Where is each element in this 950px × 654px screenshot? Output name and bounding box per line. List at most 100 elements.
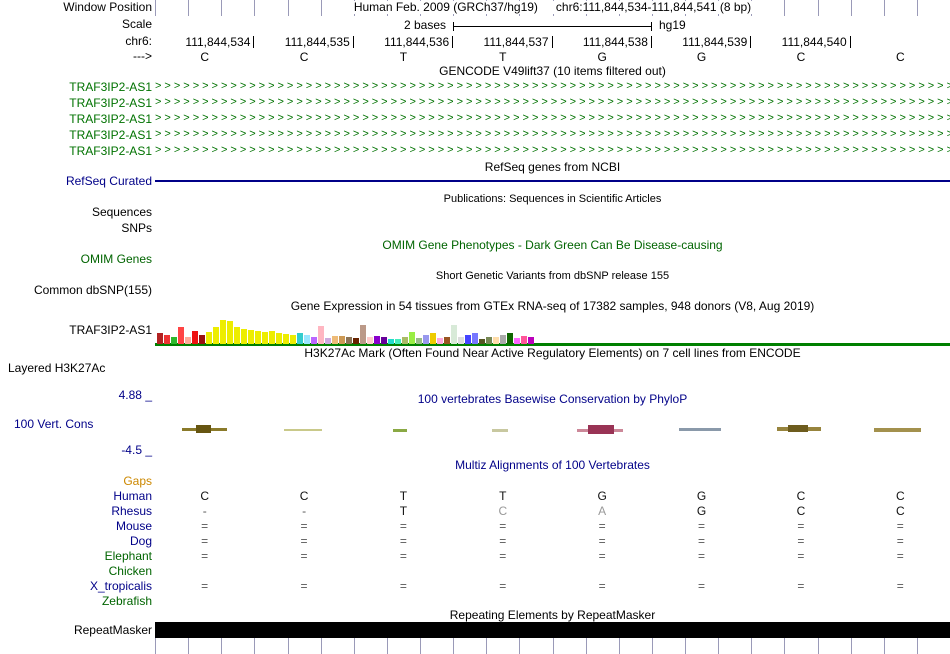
gtex-bar[interactable] <box>451 325 457 344</box>
gtex-bar[interactable] <box>507 333 513 344</box>
gtex-bar[interactable] <box>248 330 254 344</box>
multiz-base-cell: = <box>797 519 805 533</box>
gtex-bar[interactable] <box>325 338 331 344</box>
gtex-bar[interactable] <box>185 337 191 344</box>
gtex-bar[interactable] <box>164 335 170 344</box>
gtex-bar[interactable] <box>283 334 289 344</box>
multiz-species-label[interactable]: X_tropicalis <box>89 579 152 593</box>
track-label-sequences[interactable]: Sequences <box>91 205 152 219</box>
gtex-bar[interactable] <box>465 335 471 344</box>
track-label-omim-genes[interactable]: OMIM Genes <box>80 252 152 266</box>
track-label-refseq-curated[interactable]: RefSeq Curated <box>65 174 152 188</box>
gtex-bar[interactable] <box>458 337 464 344</box>
gtex-bar[interactable] <box>514 338 520 344</box>
guideline-tick <box>354 638 355 654</box>
multiz-base-cell: A <box>598 504 607 518</box>
phylop-mark[interactable] <box>874 428 921 432</box>
gtex-bar[interactable] <box>479 339 485 344</box>
gtex-bar[interactable] <box>157 333 163 344</box>
gtex-bar[interactable] <box>318 326 324 344</box>
phylop-mark[interactable] <box>492 429 508 432</box>
gtex-bar[interactable] <box>381 337 387 344</box>
gtex-bar[interactable] <box>206 332 212 344</box>
gtex-bar[interactable] <box>262 332 268 344</box>
gtex-bar[interactable] <box>367 337 373 344</box>
gtex-bar[interactable] <box>360 325 366 344</box>
gencode-item-label[interactable]: TRAF3IP2-AS1 <box>69 80 152 94</box>
gtex-bar[interactable] <box>444 337 450 344</box>
multiz-track-title: Multiz Alignments of 100 Vertebrates <box>455 458 650 472</box>
track-label-100-vert-cons[interactable]: 100 Vert. Cons <box>14 417 94 431</box>
track-label-snps[interactable]: SNPs <box>121 221 152 235</box>
gtex-bar[interactable] <box>255 331 261 344</box>
phylop-mark[interactable] <box>679 428 721 431</box>
gtex-bar[interactable] <box>290 335 296 344</box>
multiz-species-label[interactable]: Dog <box>129 534 152 548</box>
gtex-bar[interactable] <box>416 338 422 344</box>
gtex-bar[interactable] <box>395 339 401 344</box>
gencode-item-label[interactable]: TRAF3IP2-AS1 <box>69 144 152 158</box>
gtex-bar[interactable] <box>311 337 317 344</box>
gencode-item-label[interactable]: TRAF3IP2-AS1 <box>69 128 152 142</box>
gtex-bar[interactable] <box>472 333 478 344</box>
repeatmasker-bar[interactable] <box>155 622 950 638</box>
gtex-bar[interactable] <box>192 331 198 344</box>
gtex-bar[interactable] <box>374 336 380 344</box>
gtex-bar[interactable] <box>234 327 240 344</box>
omim-track-title: OMIM Gene Phenotypes - Dark Green Can Be… <box>382 238 723 252</box>
gtex-bar[interactable] <box>437 338 443 344</box>
gtex-bar[interactable] <box>493 337 499 344</box>
multiz-species-label[interactable]: Gaps <box>123 474 152 488</box>
gencode-item-label[interactable]: TRAF3IP2-AS1 <box>69 96 152 110</box>
gencode-item-label[interactable]: TRAF3IP2-AS1 <box>69 112 152 126</box>
gencode-item-arrows[interactable]: >>>>>>>>>>>>>>>>>>>>>>>>>>>>>>>>>>>>>>>>… <box>155 144 950 156</box>
phylop-mark[interactable] <box>196 425 211 433</box>
gtex-bar[interactable] <box>423 335 429 344</box>
multiz-species-label[interactable]: Zebrafish <box>101 594 152 608</box>
gtex-bar[interactable] <box>241 329 247 344</box>
multiz-species-label[interactable]: Elephant <box>104 549 152 563</box>
guideline-tick <box>553 638 554 654</box>
phylop-min-value: -4.5 _ <box>121 443 152 457</box>
gtex-bar[interactable] <box>178 327 184 344</box>
phylop-mark[interactable] <box>393 429 407 432</box>
gtex-bar[interactable] <box>346 337 352 344</box>
gencode-item-arrows[interactable]: >>>>>>>>>>>>>>>>>>>>>>>>>>>>>>>>>>>>>>>>… <box>155 112 950 124</box>
gtex-bar[interactable] <box>220 320 226 344</box>
gtex-bar[interactable] <box>500 335 506 344</box>
gtex-bar[interactable] <box>213 327 219 344</box>
gtex-bar[interactable] <box>388 339 394 344</box>
gtex-bar[interactable] <box>430 333 436 344</box>
gtex-bar[interactable] <box>339 336 345 344</box>
multiz-species-label[interactable]: Rhesus <box>111 504 152 518</box>
multiz-species-label[interactable]: Human <box>113 489 152 503</box>
gtex-baseline[interactable] <box>155 343 950 346</box>
gtex-bar[interactable] <box>304 335 310 344</box>
gencode-item-arrows[interactable]: >>>>>>>>>>>>>>>>>>>>>>>>>>>>>>>>>>>>>>>>… <box>155 80 950 92</box>
phylop-mark[interactable] <box>588 425 614 434</box>
phylop-mark[interactable] <box>788 425 808 432</box>
gtex-bar[interactable] <box>227 321 233 344</box>
gtex-bar[interactable] <box>297 333 303 344</box>
gtex-bar[interactable] <box>269 331 275 344</box>
multiz-species-label[interactable]: Mouse <box>115 519 152 533</box>
gtex-bar[interactable] <box>276 333 282 344</box>
track-label-repeatmasker[interactable]: RepeatMasker <box>73 623 152 637</box>
gencode-item-arrows[interactable]: >>>>>>>>>>>>>>>>>>>>>>>>>>>>>>>>>>>>>>>>… <box>155 96 950 108</box>
gtex-bar[interactable] <box>171 337 177 344</box>
gtex-bar[interactable] <box>402 337 408 344</box>
gtex-bar[interactable] <box>486 337 492 344</box>
track-label-common-dbsnp[interactable]: Common dbSNP(155) <box>33 283 152 297</box>
gencode-item-arrows[interactable]: >>>>>>>>>>>>>>>>>>>>>>>>>>>>>>>>>>>>>>>>… <box>155 128 950 140</box>
phylop-mark[interactable] <box>284 429 322 431</box>
refseq-curated-item-line[interactable] <box>155 180 950 182</box>
gtex-bar[interactable] <box>199 335 205 344</box>
gtex-bar[interactable] <box>409 332 415 344</box>
gtex-bar[interactable] <box>353 338 359 344</box>
gtex-bar[interactable] <box>521 336 527 344</box>
gtex-bar[interactable] <box>528 337 534 344</box>
track-label-layered-h3k27ac[interactable]: Layered H3K27Ac <box>8 361 106 375</box>
multiz-species-label[interactable]: Chicken <box>108 564 152 578</box>
track-label-gtex-gene[interactable]: TRAF3IP2-AS1 <box>69 323 152 337</box>
gtex-bar[interactable] <box>332 336 338 344</box>
